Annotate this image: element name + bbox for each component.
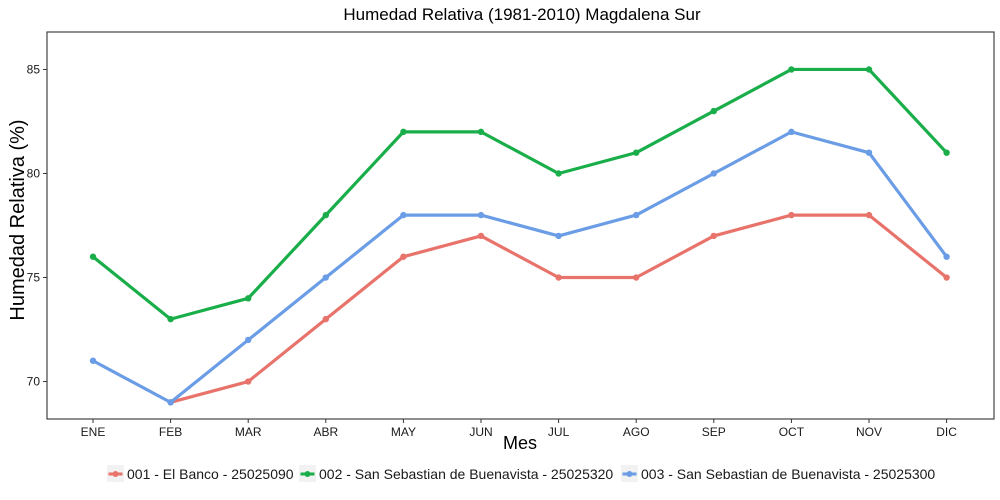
x-tick-label: ENE: [81, 425, 106, 439]
data-point: [322, 211, 329, 219]
y-tick-label: 80: [27, 166, 41, 180]
data-point: [400, 128, 407, 136]
data-point: [89, 253, 97, 260]
data-point: [400, 253, 407, 260]
data-point: [633, 274, 640, 281]
data-point: [788, 128, 795, 136]
data-point: [89, 357, 97, 364]
x-tick-label: NOV: [856, 425, 882, 439]
legend-item: 001 - El Banco - 25025090: [107, 465, 294, 482]
legend: 001 - El Banco - 25025090 002 - San Sebas…: [107, 465, 935, 482]
series-line-3: [91, 130, 949, 404]
x-tick-label: DIC: [936, 425, 957, 439]
plot-area: 70 75 80 85 ENE FEB MAR ABR MAY JUN JUL AGO SEP OCT NO…: [27, 31, 995, 439]
data-point: [788, 211, 795, 219]
x-tick-label: MAR: [235, 425, 262, 439]
data-point: [943, 253, 950, 260]
data-point: [400, 211, 407, 219]
data-point: [167, 315, 174, 323]
chart-title: Humedad Relativa (1981-2010) Magdalena S…: [343, 5, 701, 24]
legend-label: 003 - San Sebastian de Buenavista - 2502…: [641, 466, 935, 482]
data-point: [322, 315, 329, 323]
data-point: [710, 107, 717, 115]
data-point: [477, 128, 485, 136]
x-tick-label: OCT: [779, 425, 805, 439]
data-point: [167, 399, 174, 406]
x-axis-title: Mes: [503, 433, 537, 453]
y-tick-label: 70: [27, 375, 41, 389]
data-point: [245, 336, 252, 344]
x-tick-label: JUL: [548, 425, 570, 439]
data-point: [788, 66, 795, 73]
data-point: [943, 274, 950, 281]
data-point: [555, 274, 562, 281]
x-tick-label: SEP: [702, 425, 726, 439]
data-point: [633, 211, 640, 219]
data-point: [633, 149, 640, 156]
legend-key-point: [304, 471, 311, 477]
x-tick-label: ABR: [313, 425, 338, 439]
data-point: [477, 211, 485, 219]
data-point: [865, 66, 873, 73]
data-point: [943, 149, 950, 156]
data-point: [710, 232, 717, 240]
y-axis-title: Humedad Relativa (%): [7, 119, 29, 320]
data-point: [555, 170, 562, 177]
data-point: [555, 232, 562, 240]
legend-label: 001 - El Banco - 25025090: [127, 466, 294, 482]
legend-item: 003 - San Sebastian de Buenavista - 2502…: [621, 465, 935, 482]
legend-key-point: [112, 471, 119, 477]
x-tick-label: MAY: [391, 425, 416, 439]
data-point: [245, 378, 252, 385]
plot-panel-border: [46, 31, 995, 420]
x-tick-label: JUN: [469, 425, 492, 439]
data-point: [245, 295, 252, 302]
y-tick-label: 85: [27, 62, 41, 76]
x-tick-label: AGO: [623, 425, 650, 439]
x-tick-label: FEB: [159, 425, 182, 439]
legend-item: 002 - San Sebastian de Buenavista - 2502…: [299, 465, 613, 482]
data-point: [477, 232, 485, 240]
legend-key-point: [626, 471, 633, 477]
data-point: [710, 170, 717, 177]
legend-label: 002 - San Sebastian de Buenavista - 2502…: [319, 466, 613, 482]
y-tick-label: 75: [27, 271, 41, 285]
series-line-2: [91, 67, 949, 321]
data-point: [865, 149, 873, 156]
data-point: [865, 211, 873, 219]
data-point: [322, 274, 329, 281]
